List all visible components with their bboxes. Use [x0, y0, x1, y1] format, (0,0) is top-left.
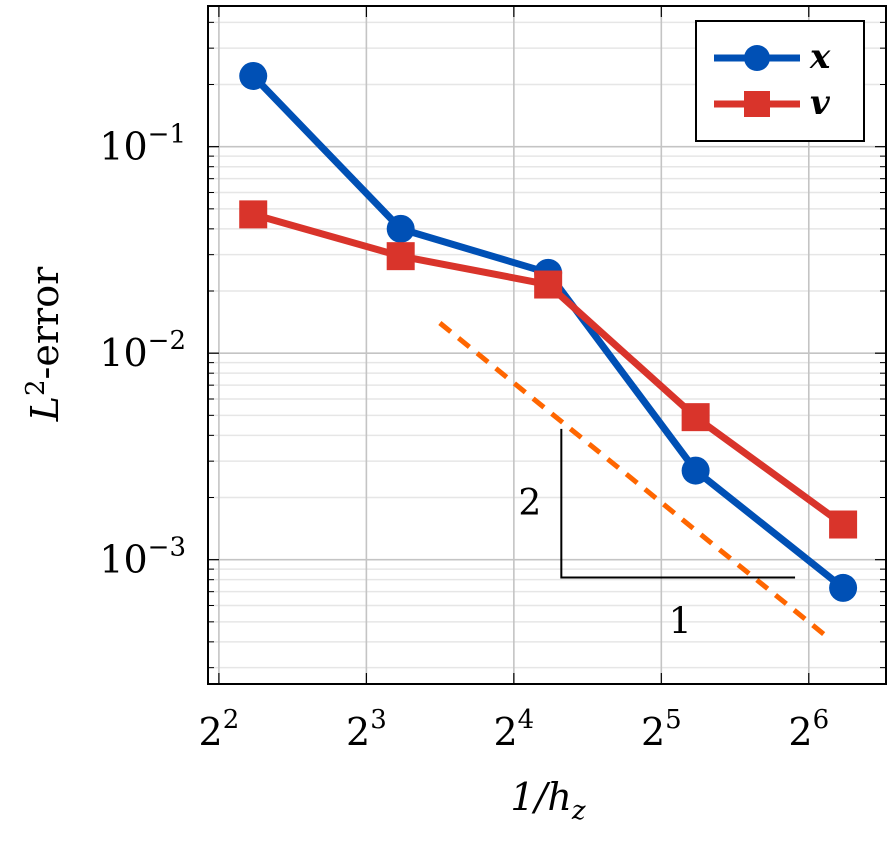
x-tick-exponent: 4 — [518, 705, 535, 735]
x-tick-label: 26 — [788, 705, 829, 754]
x-tick-exponent: 2 — [223, 705, 240, 735]
legend-marker-v — [744, 91, 770, 117]
series-layer — [239, 61, 858, 602]
data-point-v — [534, 270, 563, 299]
x-tick-exponent: 3 — [370, 705, 387, 735]
x-tick-label: 24 — [493, 705, 534, 754]
data-point-v — [829, 510, 858, 539]
x-tick-label: 23 — [346, 705, 387, 754]
data-point-x — [829, 573, 858, 602]
x-tick-exponent: 6 — [813, 705, 830, 735]
y-tick-exponent: −1 — [148, 120, 186, 150]
reference-layer: 21 — [438, 321, 830, 642]
y-tick-label: 10−2 — [99, 326, 186, 375]
legend: x v — [695, 20, 865, 142]
y-tick-exponent: −2 — [148, 326, 186, 356]
legend-marker-x — [744, 45, 770, 71]
x-tick-label: 22 — [199, 705, 240, 754]
x-tick-exponent: 5 — [665, 705, 682, 735]
legend-entry-v: v — [714, 83, 831, 123]
y-axis-label: L2-error — [21, 266, 67, 422]
grid-layer — [208, 6, 886, 684]
legend-entry-x: x — [714, 37, 831, 77]
legend-label-x: x — [809, 37, 831, 77]
reference-slope-line — [438, 321, 830, 640]
plot-frame — [207, 5, 887, 685]
data-point-v — [386, 242, 415, 271]
slope-run-label: 1 — [669, 601, 692, 642]
x-tick-base: 2 — [199, 710, 223, 754]
y-tick-base: 10 — [99, 538, 147, 582]
slope-triangle — [560, 428, 796, 579]
data-point-x — [681, 456, 710, 485]
x-tick-label: 25 — [641, 705, 682, 754]
data-point-x — [386, 214, 415, 243]
legend-label-v: v — [810, 83, 831, 123]
data-point-v — [681, 403, 710, 432]
data-point-x — [239, 61, 268, 90]
series-line-x — [250, 73, 846, 591]
tick-layer: 10−110−210−322 23 24 25 26 — [99, 6, 886, 754]
x-tick-base: 2 — [641, 710, 665, 754]
y-tick-label: 10−1 — [99, 120, 186, 169]
x-tick-base: 2 — [788, 710, 812, 754]
legend-box — [695, 20, 865, 142]
x-tick-base: 2 — [346, 710, 370, 754]
y-tick-base: 10 — [99, 125, 147, 169]
x-axis-label: 1/hz — [510, 775, 585, 826]
y-tick-base: 10 — [99, 331, 147, 375]
x-tick-base: 2 — [493, 710, 517, 754]
y-tick-exponent: −3 — [148, 533, 186, 563]
y-tick-label: 10−3 — [99, 533, 186, 582]
data-point-v — [239, 200, 268, 229]
slope-rise-label: 2 — [518, 483, 541, 524]
